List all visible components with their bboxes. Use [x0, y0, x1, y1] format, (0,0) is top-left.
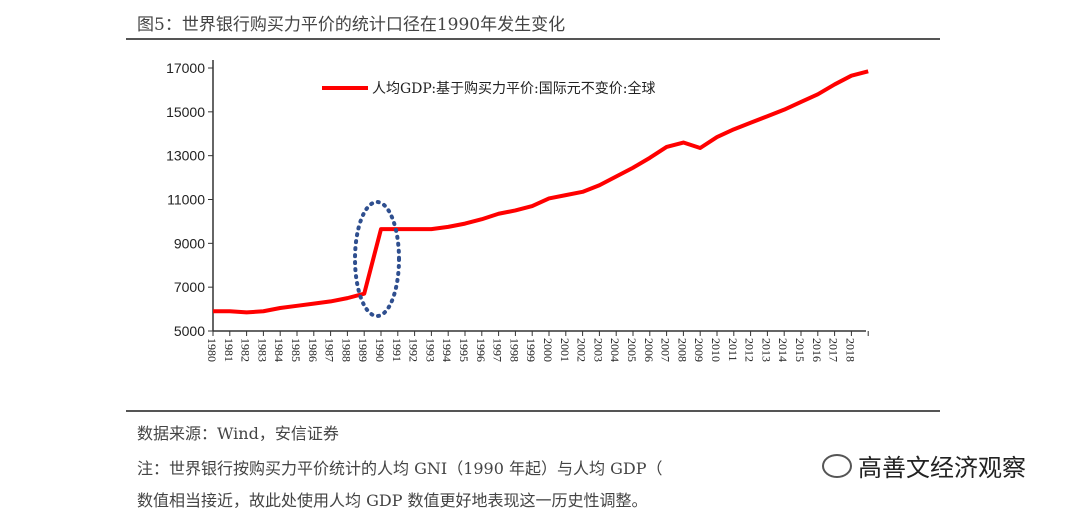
x-tick-label: 2007 — [659, 338, 673, 362]
watermark-text: 高善文经济观察 — [858, 454, 1026, 482]
x-tick-label: 1997 — [491, 338, 505, 362]
x-tick-label: 2012 — [743, 338, 757, 362]
y-tick-label: 17000 — [166, 60, 205, 76]
x-tick-label: 2003 — [591, 338, 605, 362]
wechat-icon — [822, 453, 852, 478]
x-tick-label: 2010 — [709, 338, 723, 362]
legend-label: 人均GDP:基于购买力平价:国际元不变价:全球 — [372, 80, 655, 97]
annotation-ellipse — [353, 200, 401, 318]
x-tick-label: 1983 — [255, 338, 269, 362]
note-line-1: 注：世界银行按购买力平价统计的人均 GNI（1990 年起）与人均 GDP（ — [137, 459, 663, 478]
bottom-rule — [126, 410, 940, 412]
x-tick-label: 1996 — [474, 338, 488, 362]
x-tick-label: 2002 — [575, 338, 589, 362]
x-tick-label: 2009 — [692, 338, 706, 362]
x-tick-label: 1980 — [205, 338, 219, 362]
x-tick-label: 1999 — [524, 338, 538, 362]
y-tick-label: 7000 — [174, 279, 205, 295]
x-tick-label: 1992 — [407, 338, 421, 362]
x-tick-label: 2015 — [793, 338, 807, 362]
y-tick-label: 5000 — [174, 323, 205, 339]
wechat-watermark: 高善文经济观察 — [818, 448, 1030, 483]
top-rule — [126, 38, 940, 40]
x-tick-label: 2000 — [541, 338, 555, 362]
x-tick-label: 2004 — [608, 338, 622, 362]
x-tick-label: 2016 — [810, 338, 824, 362]
x-tick-label: 1995 — [457, 338, 471, 362]
x-tick-label: 1981 — [222, 338, 236, 362]
x-tick-label: 1987 — [323, 338, 337, 362]
x-tick-label: 2013 — [759, 338, 773, 362]
x-tick-label: 1991 — [390, 338, 404, 362]
data-source: 数据来源：Wind，安信证券 — [137, 424, 339, 443]
x-tick-label: 1989 — [356, 338, 370, 362]
x-tick-label: 1988 — [339, 338, 353, 362]
figure-title: 图5：世界银行购买力平价的统计口径在1990年发生变化 — [137, 15, 566, 35]
x-tick-label: 1986 — [306, 338, 320, 362]
x-tick-label: 2006 — [642, 338, 656, 362]
x-tick-label: 2008 — [675, 338, 689, 362]
x-tick-label: 1985 — [289, 338, 303, 362]
y-tick-label: 15000 — [166, 104, 205, 120]
x-tick-label: 2017 — [827, 338, 841, 362]
x-tick-label: 1982 — [239, 338, 253, 362]
line-chart: 5000 7000 9000 11000 13000 15000 17000 1980 1981… — [166, 60, 869, 362]
x-tick-label: 1990 — [373, 338, 387, 362]
x-tick-label: 1984 — [272, 338, 286, 362]
x-tick-label: 1998 — [507, 338, 521, 362]
x-tick-label: 2005 — [625, 338, 639, 362]
x-tick-label: 1994 — [440, 338, 454, 362]
note-line-2: 数值相当接近，故此处使用人均 GDP 数值更好地表现这一历史性调整。 — [137, 491, 648, 510]
x-tick-label: 2011 — [726, 338, 740, 362]
x-tick-label: 2018 — [843, 338, 857, 362]
y-tick-label: 9000 — [174, 235, 205, 251]
x-tick-label: 2001 — [558, 338, 572, 362]
series-line — [213, 69, 869, 315]
y-tick-label: 13000 — [166, 148, 205, 164]
x-tick-label: 1993 — [423, 338, 437, 362]
y-tick-label: 11000 — [167, 192, 205, 208]
x-tick-label: 2014 — [776, 338, 790, 362]
